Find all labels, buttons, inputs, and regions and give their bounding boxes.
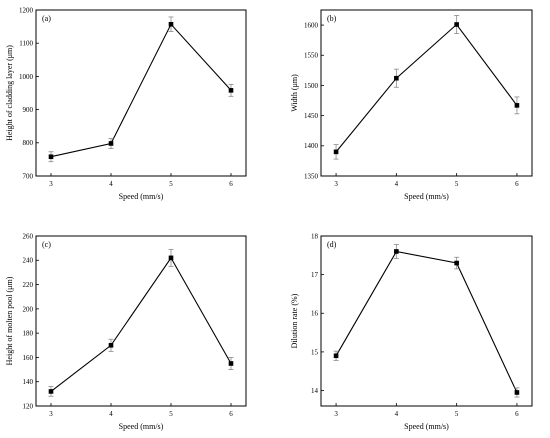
chart-panel-3: 14 15 16 17 18 3 4 5 6 Speed (mm/s) Dilution rate …	[290, 232, 533, 431]
y-tick-label: 18	[311, 232, 319, 240]
y-tick-label: 240	[23, 257, 34, 265]
x-tick-label: 6	[229, 410, 233, 418]
y-tick-label: 1400	[304, 142, 319, 150]
panel-label: (d)	[327, 240, 337, 249]
y-tick-label: 180	[23, 330, 34, 338]
x-tick-label: 5	[455, 180, 459, 188]
plot-frame	[320, 235, 533, 407]
data-point	[168, 255, 174, 261]
x-tick-label: 3	[334, 410, 338, 418]
y-axis-title: Height of molten pool (μm)	[5, 276, 14, 365]
panel-label: (c)	[42, 240, 51, 249]
y-tick-label: 14	[311, 387, 319, 395]
y-tick-label: 15	[311, 348, 319, 356]
x-tick-label: 5	[455, 410, 459, 418]
data-point	[454, 22, 459, 27]
data-point	[333, 353, 339, 359]
x-tick-label: 6	[515, 410, 519, 418]
y-axis-title: Height of cladding layer (μm)	[5, 45, 14, 141]
y-tick-label: 160	[23, 354, 34, 362]
y-tick-label: 900	[23, 106, 34, 114]
y-tick-label: 1600	[304, 21, 319, 29]
y-tick-label: 1550	[304, 52, 319, 60]
y-tick-label: 120	[23, 402, 34, 410]
y-tick-label: 220	[23, 281, 34, 289]
chart-panel-2: 120 140 160 180 200 220 240 260 3 4 5 6 Speed (mm/s)…	[5, 232, 247, 431]
x-tick-label: 4	[109, 410, 113, 418]
y-tick-label: 260	[23, 232, 34, 240]
panel-label: (b)	[327, 14, 337, 23]
series-line	[50, 256, 232, 392]
x-tick-label: 4	[395, 180, 399, 188]
data-point	[228, 88, 234, 93]
y-tick-label: 200	[23, 305, 34, 313]
chart-panel-1: 1350 1400 1450 1500 1550 1600 3 4 5 6 Speed (mm/s)…	[290, 9, 533, 201]
x-tick-label: 5	[169, 410, 173, 418]
y-tick-label: 800	[23, 139, 34, 147]
y-tick-label: 1200	[19, 6, 34, 14]
x-axis-title: Speed (mm/s)	[119, 422, 164, 431]
y-tick-label: 1450	[304, 112, 319, 120]
series-line	[335, 23, 518, 153]
y-tick-label: 16	[311, 310, 319, 318]
data-point	[48, 389, 54, 394]
y-tick-label: 1100	[19, 40, 33, 48]
series-line	[50, 23, 232, 158]
x-tick-label: 3	[334, 180, 338, 188]
x-axis-title: Speed (mm/s)	[404, 422, 449, 431]
data-point	[48, 154, 54, 160]
data-point	[108, 342, 114, 348]
data-point	[333, 149, 339, 155]
x-tick-label: 6	[229, 180, 233, 188]
x-tick-label: 3	[49, 180, 53, 188]
plot-frame	[35, 235, 247, 407]
y-tick-label: 17	[311, 271, 319, 279]
y-tick-label: 1500	[304, 82, 319, 90]
y-tick-label: 140	[23, 378, 34, 386]
x-tick-label: 4	[109, 180, 113, 188]
chart-panel-0: 700 800 900 1000 1100 1200 3 4 5 6 Speed (mm/s) Hei…	[5, 6, 247, 201]
x-tick-label: 6	[515, 180, 519, 188]
plot-frame	[320, 9, 533, 177]
x-tick-label: 4	[395, 410, 399, 418]
data-point	[168, 21, 174, 27]
data-point	[108, 141, 114, 146]
data-point	[514, 103, 520, 108]
y-axis-title: Dilution rate (%)	[290, 293, 299, 348]
x-tick-label: 3	[49, 410, 53, 418]
y-tick-label: 1350	[304, 172, 319, 180]
series-line	[335, 250, 518, 393]
x-tick-label: 5	[169, 180, 173, 188]
data-point	[394, 75, 399, 81]
x-axis-title: Speed (mm/s)	[404, 192, 449, 201]
data-point	[514, 390, 520, 395]
y-tick-label: 700	[23, 172, 34, 180]
plot-frame	[35, 9, 247, 177]
data-point	[394, 249, 399, 254]
x-axis-title: Speed (mm/s)	[119, 192, 164, 201]
panel-label: (a)	[42, 14, 51, 23]
y-axis-title: Width (μm)	[290, 74, 299, 112]
y-tick-label: 1000	[19, 73, 34, 81]
data-point	[454, 260, 459, 266]
data-point	[228, 361, 234, 366]
